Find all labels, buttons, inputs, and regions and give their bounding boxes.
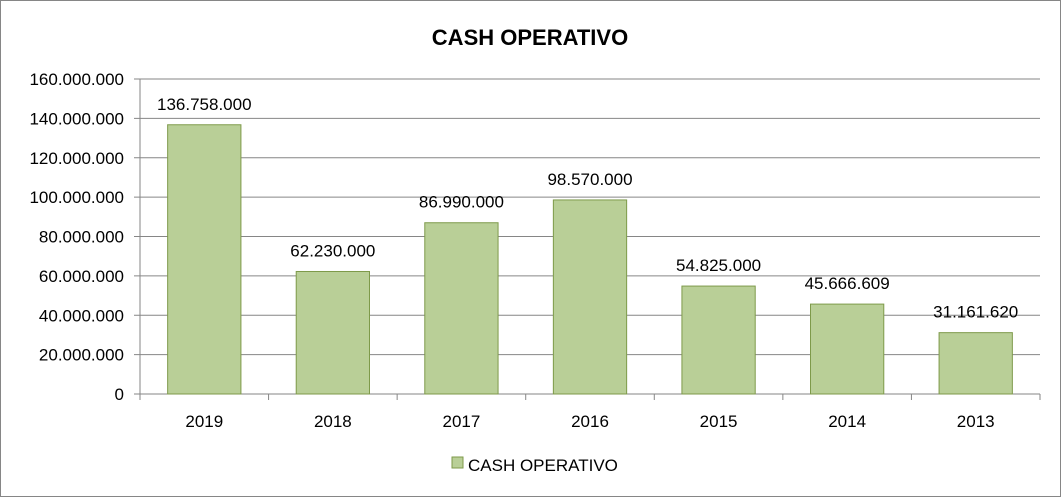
legend-label: CASH OPERATIVO [468, 456, 618, 475]
x-tick-label: 2015 [700, 412, 738, 431]
y-tick-label: 120.000.000 [29, 149, 124, 168]
bar [938, 332, 1013, 395]
data-label: 54.825.000 [676, 256, 761, 275]
y-tick-label: 0 [115, 385, 124, 404]
x-tick-label: 2019 [185, 412, 223, 431]
y-tick-label: 160.000.000 [29, 70, 124, 89]
y-tick-label: 60.000.000 [39, 267, 124, 286]
y-tick-label: 140.000.000 [29, 109, 124, 128]
data-label: 136.758.000 [157, 95, 252, 114]
legend: CASH OPERATIVO [451, 456, 618, 475]
bar [681, 285, 756, 395]
x-tick-label: 2016 [571, 412, 609, 431]
x-tick-label: 2018 [314, 412, 352, 431]
data-label: 45.666.609 [805, 274, 890, 293]
y-tick-label: 80.000.000 [39, 228, 124, 247]
data-labels: 136.758.000 62.230.000 86.990.000 98.570.00… [157, 95, 1018, 322]
axes: 0 20.000.000 40.000.000 60.000.000 80.000.00… [29, 70, 1041, 431]
bar [424, 222, 499, 395]
x-tick-label: 2013 [957, 412, 995, 431]
legend-swatch [451, 456, 464, 469]
x-tick-label: 2017 [443, 412, 481, 431]
y-tick-label: 40.000.000 [39, 306, 124, 325]
bar [167, 124, 242, 395]
bar [810, 303, 885, 395]
bars [167, 124, 1013, 395]
bar [552, 199, 628, 395]
y-tick-label: 100.000.000 [29, 188, 124, 207]
y-tick-label: 20.000.000 [39, 346, 124, 365]
data-label: 31.161.620 [933, 303, 1018, 322]
data-label: 62.230.000 [290, 241, 375, 260]
data-label: 98.570.000 [547, 170, 632, 189]
bar [295, 270, 371, 395]
x-tick-label: 2014 [828, 412, 866, 431]
data-label: 86.990.000 [419, 193, 504, 212]
chart-title: CASH OPERATIVO [432, 25, 628, 50]
